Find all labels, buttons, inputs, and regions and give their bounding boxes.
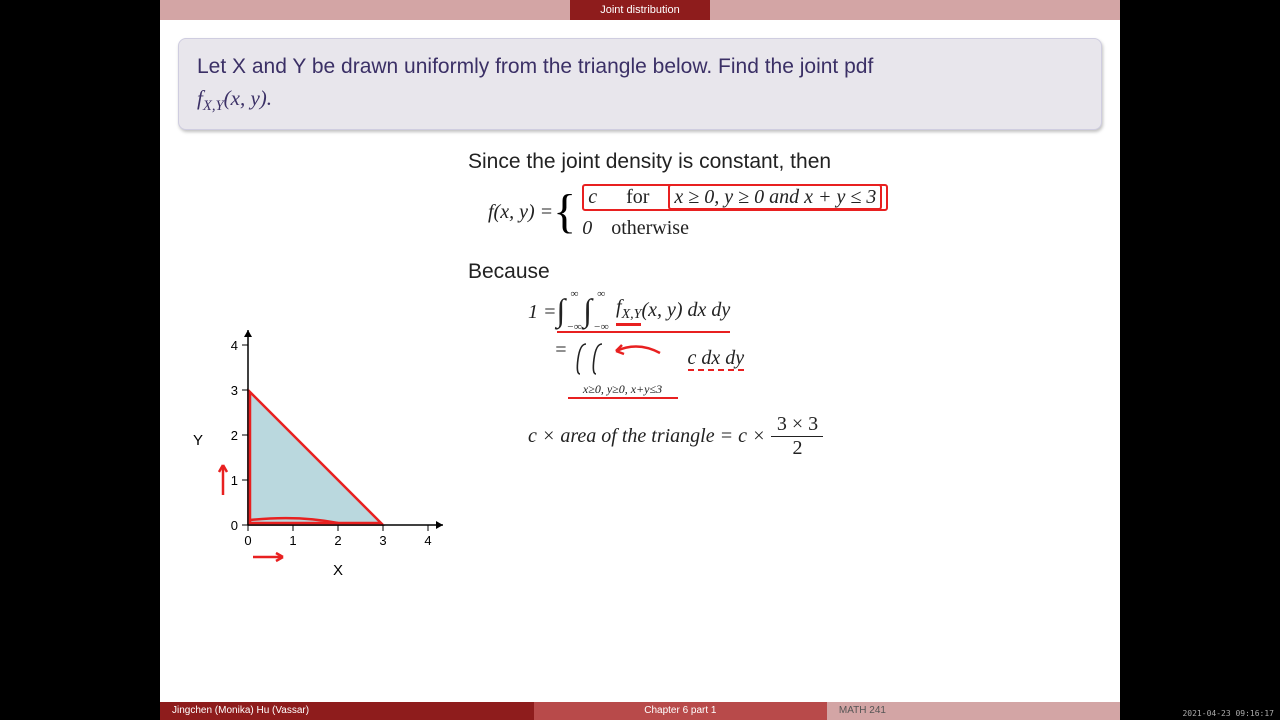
chart-svg: 0 1 2 3 4 0 1 2 3 4 X: [178, 265, 473, 585]
footer-course: MATH 241: [827, 702, 1120, 720]
eq-line-2: = x≥0, y≥0, x+y≤3 c dx dy: [554, 339, 1102, 399]
brace-icon: {: [553, 193, 576, 231]
slide-section-title: Joint distribution: [570, 0, 710, 20]
problem-statement: Let X and Y be drawn uniformly from the …: [178, 38, 1102, 130]
integral-block: 1 = ∫∞−∞ ∫∞−∞ fX,Y (x, y) dx dy =: [528, 292, 1102, 460]
svg-text:1: 1: [289, 533, 296, 548]
svg-text:0: 0: [231, 518, 238, 533]
footer-author: Jingchen (Monika) Hu (Vassar): [160, 702, 534, 720]
svg-text:4: 4: [231, 338, 238, 353]
case-1: c for x ≥ 0, y ≥ 0 and x + y ≤ 3: [582, 184, 888, 211]
eq-line-1: 1 = ∫∞−∞ ∫∞−∞ fX,Y (x, y) dx dy: [528, 292, 1102, 333]
svg-text:3: 3: [379, 533, 386, 548]
x-axis-label: X: [333, 562, 343, 579]
problem-pdf-symbol: fX,Y(x, y).: [197, 86, 272, 110]
recording-timestamp: 2021-04-23 09:16:17: [1176, 707, 1280, 720]
svg-text:2: 2: [334, 533, 341, 548]
svg-text:2: 2: [231, 428, 238, 443]
footer-bar: Jingchen (Monika) Hu (Vassar) Chapter 6 …: [160, 702, 1120, 720]
intro-text: Since the joint density is constant, the…: [468, 150, 1102, 174]
svg-text:0: 0: [244, 533, 251, 548]
header-right-strip: [710, 0, 1120, 20]
piecewise-equation: f(x, y) = { c for x ≥ 0, y ≥ 0 and x + y…: [488, 184, 1102, 240]
because-text: Because: [468, 260, 1102, 284]
problem-line1: Let X and Y be drawn uniformly from the …: [197, 55, 873, 78]
double-integral-icon: [568, 339, 678, 377]
y-axis-label: Y: [193, 432, 203, 449]
fxy-lhs: f(x, y) =: [488, 201, 553, 224]
header-left-strip: [160, 0, 570, 20]
eq-line-3: c × area of the triangle = c × 3 × 3 2: [528, 413, 1102, 460]
content-area: Since the joint density is constant, the…: [178, 150, 1102, 690]
slide: Joint distribution Let X and Y be drawn …: [160, 0, 1120, 720]
header-bar: Joint distribution: [160, 0, 1120, 20]
svg-text:3: 3: [231, 383, 238, 398]
svg-text:1: 1: [231, 473, 238, 488]
right-column: Since the joint density is constant, the…: [468, 150, 1102, 460]
footer-chapter: Chapter 6 part 1: [534, 702, 827, 720]
svg-text:4: 4: [424, 533, 431, 548]
case-2: 0 otherwise: [582, 217, 888, 240]
triangle-chart: 0 1 2 3 4 0 1 2 3 4 X: [178, 265, 473, 585]
